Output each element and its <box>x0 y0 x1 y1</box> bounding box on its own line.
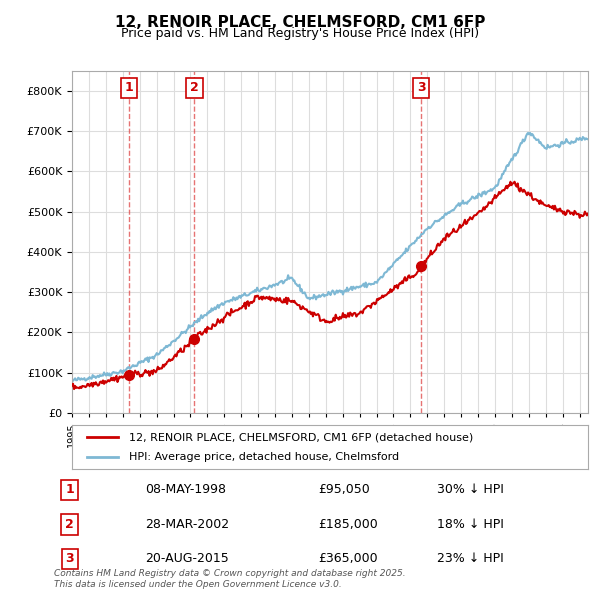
Text: 2: 2 <box>190 81 199 94</box>
Text: £95,050: £95,050 <box>318 483 370 496</box>
Text: 12, RENOIR PLACE, CHELMSFORD, CM1 6FP (detached house): 12, RENOIR PLACE, CHELMSFORD, CM1 6FP (d… <box>129 432 473 442</box>
Text: 08-MAY-1998: 08-MAY-1998 <box>145 483 226 496</box>
Text: 3: 3 <box>417 81 425 94</box>
Text: 30% ↓ HPI: 30% ↓ HPI <box>437 483 503 496</box>
Text: 23% ↓ HPI: 23% ↓ HPI <box>437 552 503 565</box>
Text: 3: 3 <box>65 552 74 565</box>
Text: 12, RENOIR PLACE, CHELMSFORD, CM1 6FP: 12, RENOIR PLACE, CHELMSFORD, CM1 6FP <box>115 15 485 30</box>
Text: 2: 2 <box>65 518 74 531</box>
Text: 1: 1 <box>65 483 74 496</box>
Text: 20-AUG-2015: 20-AUG-2015 <box>145 552 229 565</box>
Text: £365,000: £365,000 <box>318 552 377 565</box>
Text: HPI: Average price, detached house, Chelmsford: HPI: Average price, detached house, Chel… <box>129 452 399 461</box>
Text: 1: 1 <box>124 81 133 94</box>
Text: 18% ↓ HPI: 18% ↓ HPI <box>437 518 503 531</box>
Text: 28-MAR-2002: 28-MAR-2002 <box>145 518 229 531</box>
Text: Price paid vs. HM Land Registry's House Price Index (HPI): Price paid vs. HM Land Registry's House … <box>121 27 479 40</box>
Text: Contains HM Land Registry data © Crown copyright and database right 2025.
This d: Contains HM Land Registry data © Crown c… <box>54 569 406 589</box>
Text: £185,000: £185,000 <box>318 518 378 531</box>
